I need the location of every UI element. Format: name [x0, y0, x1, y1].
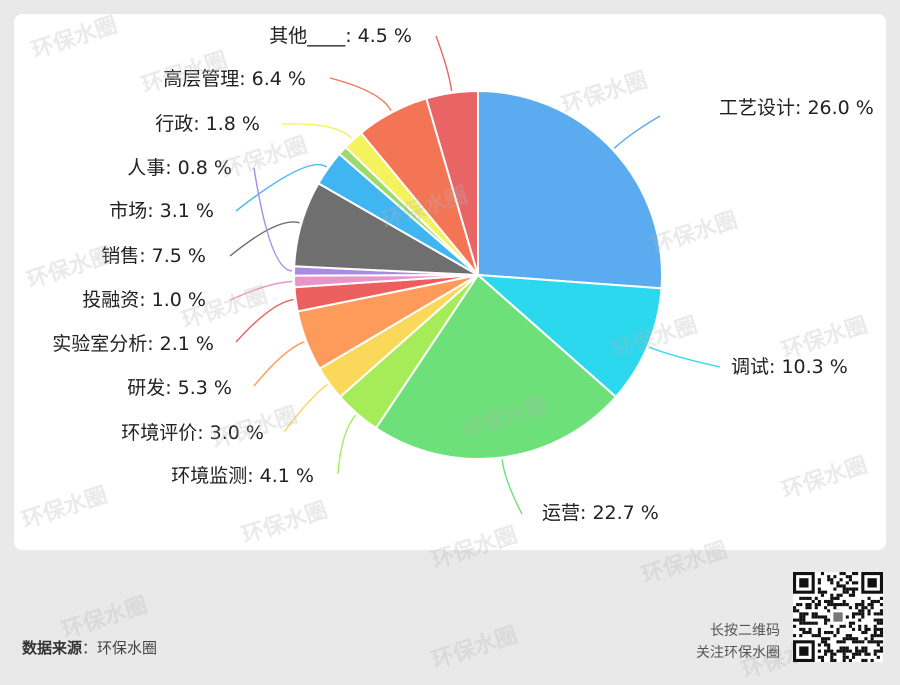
slice-label: 销售: 7.5 %: [101, 245, 206, 267]
slice-label: 研发: 5.3 %: [127, 377, 232, 399]
slice-label: 环境评价: 3.0 %: [121, 422, 264, 444]
pie-slice: [477, 89, 663, 290]
pie-chart: 工艺设计: 26.0 % 调试: 10.3 % 运营: 22.7 % 环境监测: 4.…: [52, 25, 874, 524]
slice-label: 高层管理: 6.4 %: [163, 68, 306, 90]
leader-line: [235, 298, 294, 343]
chart-card: 工艺设计: 26.0 % 调试: 10.3 % 运营: 22.7 % 环境监测: 4.…: [14, 14, 886, 550]
source-label: 数据来源: [22, 639, 83, 657]
slice-label: 调试: 10.3 %: [731, 356, 848, 378]
slice-label: 市场: 3.1 %: [109, 200, 214, 222]
leader-line: [435, 35, 453, 91]
source-value: 环保水圈: [97, 639, 158, 657]
leader-line: [329, 77, 392, 111]
pie-slice: [374, 273, 618, 460]
qr-code-icon[interactable]: [793, 572, 883, 662]
slice-label: 人事: 0.8 %: [127, 157, 232, 179]
qr-line-1: 长按二维码: [710, 623, 780, 639]
leader-lines: [229, 35, 721, 515]
qr-line-2: 关注环保水圈: [696, 645, 780, 661]
leader-line: [235, 163, 328, 212]
pie-slice: [425, 89, 479, 276]
pie-slices: [292, 89, 663, 460]
slice-label: 环境监测: 4.1 %: [171, 465, 314, 487]
slice-label: 行政: 1.8 %: [155, 113, 260, 135]
leader-line: [649, 346, 721, 368]
leader-line: [229, 221, 300, 257]
leader-line: [501, 459, 523, 515]
leader-line: [253, 167, 293, 272]
leader-line: [253, 341, 305, 387]
data-source: 数据来源：环保水圈: [22, 637, 157, 658]
slice-label: 其他____: 4.5 %: [269, 25, 412, 47]
slice-label: 投融资: 1.0 %: [82, 289, 206, 311]
source-sep: ：: [82, 639, 98, 657]
qr-caption: 长按二维码 关注环保水圈: [696, 620, 780, 664]
leader-line: [281, 123, 353, 139]
leader-line: [229, 280, 293, 301]
leader-line: [613, 115, 661, 149]
leader-line: [283, 383, 329, 433]
slice-labels: 工艺设计: 26.0 % 调试: 10.3 % 运营: 22.7 % 环境监测: 4.…: [52, 25, 874, 524]
pie-slice: [475, 273, 663, 399]
watermark-text: 环保水圈: [429, 622, 521, 674]
slice-label: 实验室分析: 2.1 %: [52, 333, 214, 355]
slice-label: 工艺设计: 26.0 %: [719, 97, 874, 119]
leader-line: [337, 414, 357, 475]
slice-label: 运营: 22.7 %: [542, 502, 659, 524]
